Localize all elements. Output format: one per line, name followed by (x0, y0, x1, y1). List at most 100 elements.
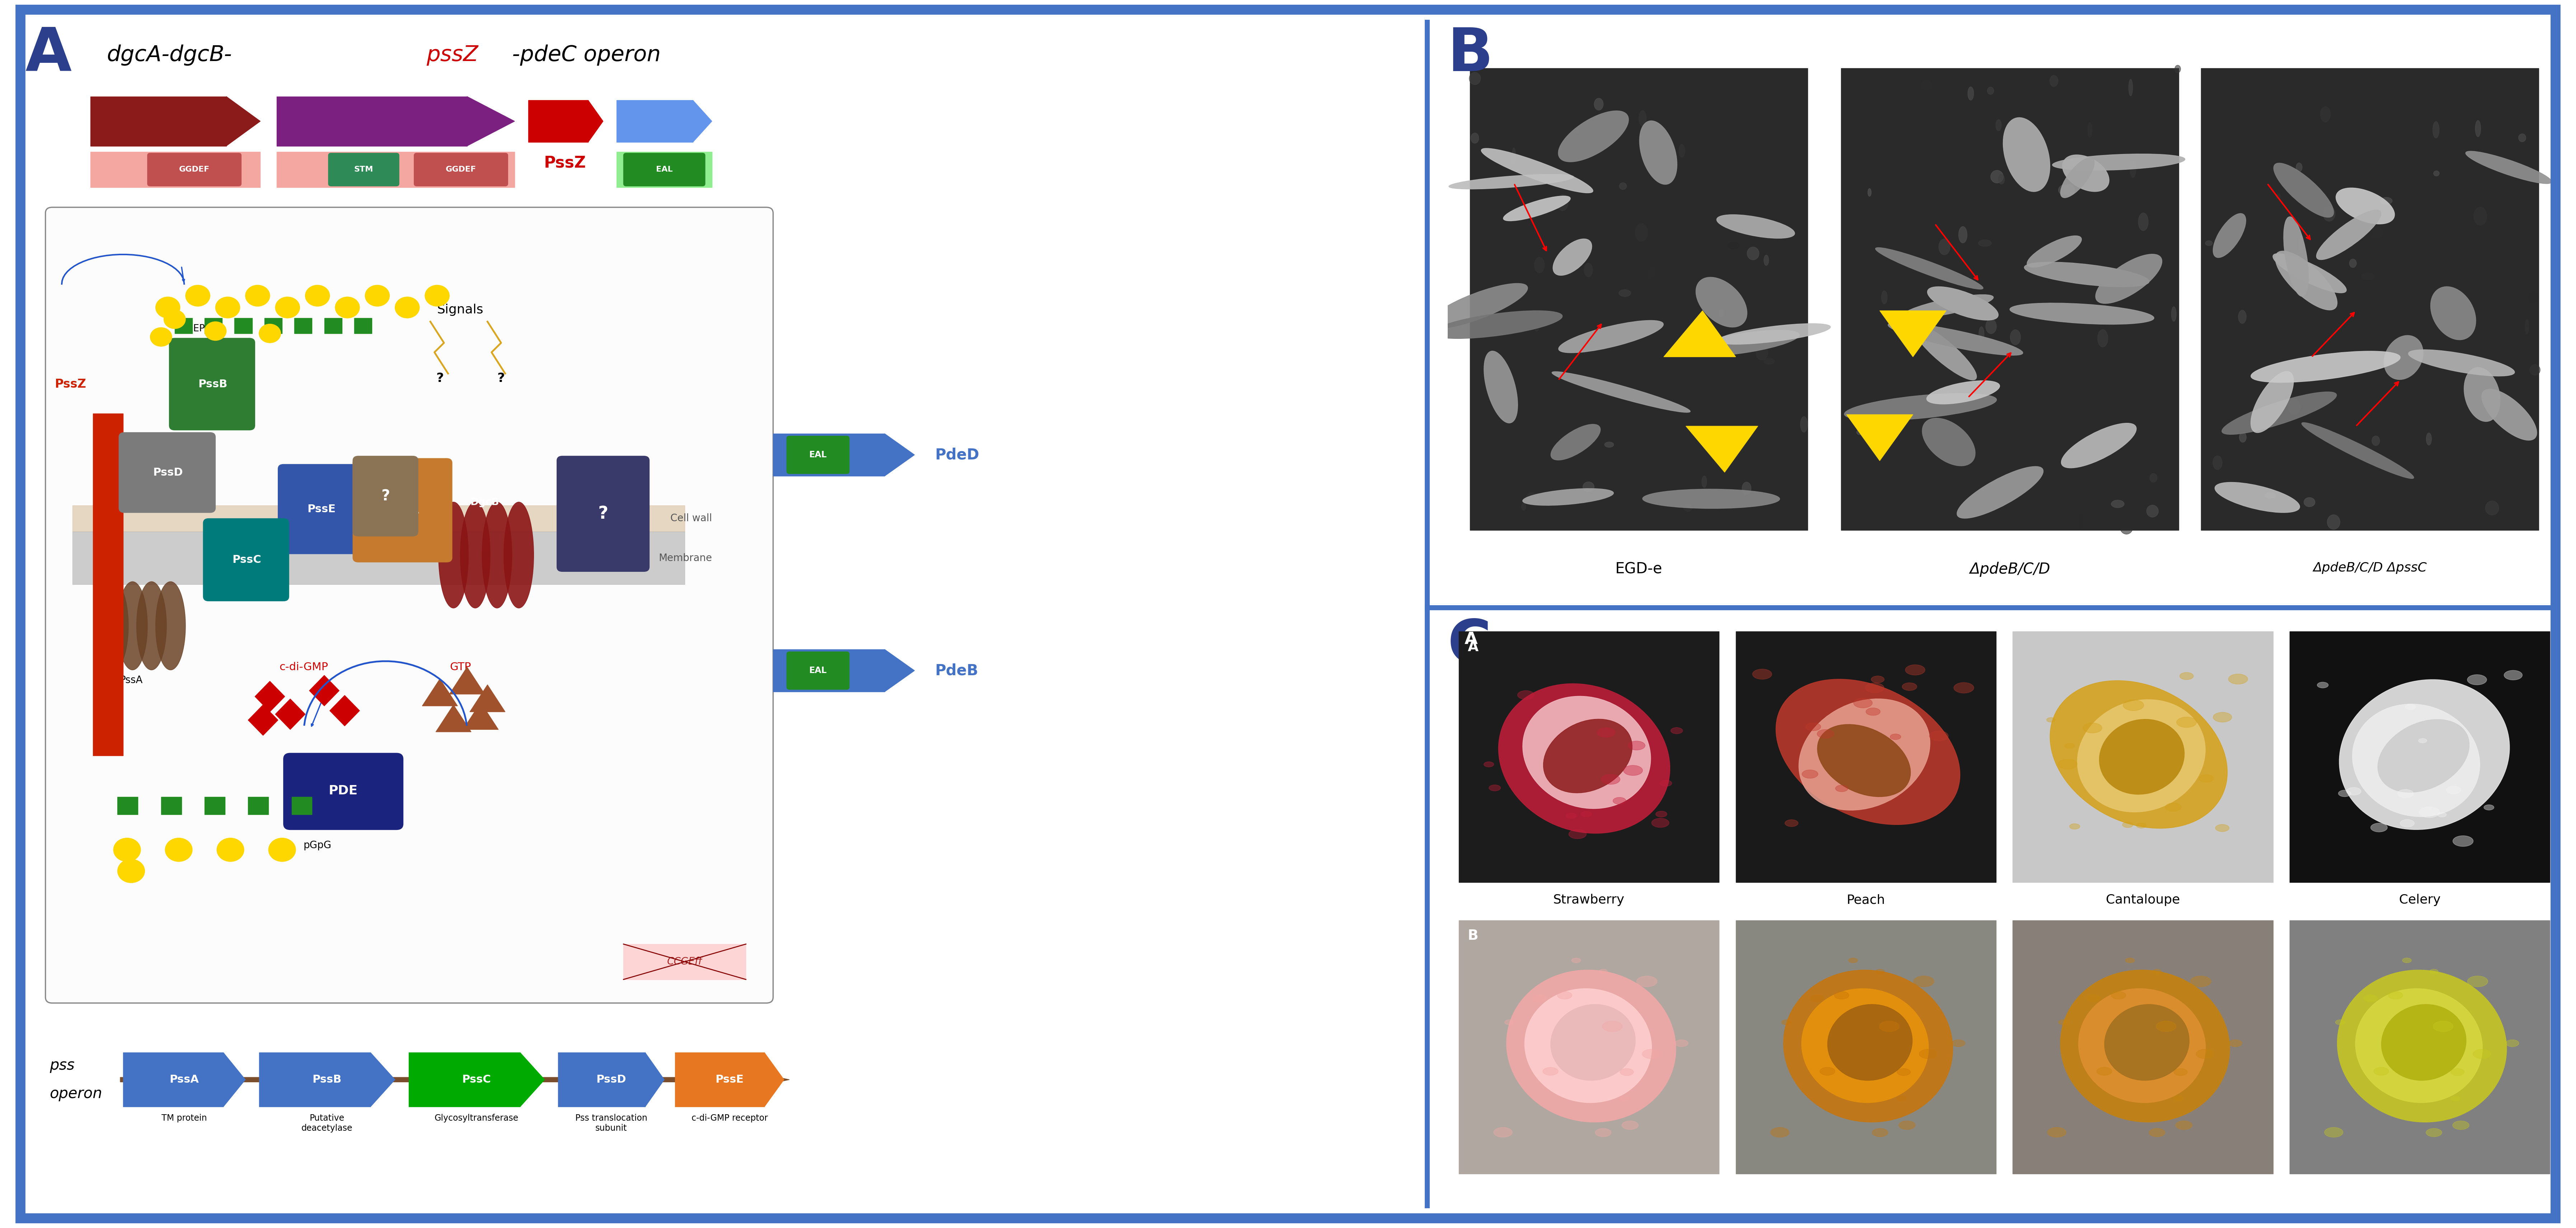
Ellipse shape (1507, 970, 1677, 1122)
Circle shape (2452, 1121, 2470, 1130)
Text: PssA: PssA (118, 675, 142, 685)
Bar (294, 318, 312, 334)
Circle shape (2406, 704, 2416, 710)
Text: PssA: PssA (170, 1074, 198, 1084)
Circle shape (1806, 723, 1821, 731)
Text: Pss EPS: Pss EPS (175, 324, 211, 334)
Circle shape (2112, 991, 2125, 1000)
Ellipse shape (1499, 684, 1669, 834)
Ellipse shape (2130, 160, 2136, 178)
Ellipse shape (2380, 1005, 2465, 1081)
Circle shape (2097, 1067, 2112, 1076)
Ellipse shape (1638, 111, 1646, 126)
Circle shape (2370, 823, 2388, 831)
Text: dgcA-dgcB-: dgcA-dgcB- (106, 44, 232, 66)
Ellipse shape (2295, 163, 2303, 172)
Circle shape (2318, 682, 2329, 688)
Circle shape (2452, 836, 2473, 846)
Circle shape (2388, 991, 2403, 1000)
Ellipse shape (2316, 210, 2380, 259)
Polygon shape (255, 682, 286, 712)
Ellipse shape (1638, 120, 1677, 184)
Ellipse shape (2476, 120, 2481, 136)
Text: ΔpdeB/C/D: ΔpdeB/C/D (1971, 561, 2050, 577)
Text: PdeC: PdeC (641, 156, 688, 171)
Circle shape (2339, 790, 2352, 797)
Circle shape (2048, 1127, 2066, 1137)
Text: EGD-e: EGD-e (1615, 561, 1662, 577)
Circle shape (1878, 1020, 1899, 1032)
Bar (162, 797, 180, 814)
Circle shape (1602, 775, 1620, 785)
Ellipse shape (1901, 295, 1994, 318)
FancyArrow shape (121, 1076, 788, 1083)
Bar (2012, 920, 2272, 1174)
Ellipse shape (1816, 725, 1911, 797)
Polygon shape (469, 685, 505, 712)
Ellipse shape (1857, 430, 1862, 435)
Ellipse shape (2275, 251, 2336, 311)
Ellipse shape (505, 502, 533, 608)
Circle shape (2177, 1121, 2192, 1130)
Circle shape (2154, 969, 2161, 974)
Text: C: C (1448, 616, 1492, 675)
Bar (616, 152, 711, 187)
Ellipse shape (2174, 65, 2182, 72)
Circle shape (2427, 1129, 2442, 1137)
Circle shape (1569, 829, 1587, 839)
FancyBboxPatch shape (623, 154, 706, 187)
Text: c-di-GMP: c-di-GMP (278, 662, 327, 672)
Circle shape (2197, 1049, 2213, 1059)
Circle shape (2066, 743, 2074, 748)
Bar (265, 318, 283, 334)
Text: A: A (1468, 640, 1479, 653)
Ellipse shape (1801, 416, 1808, 432)
Circle shape (1896, 1068, 1911, 1076)
Bar (291, 797, 312, 814)
Bar (325, 318, 343, 334)
Circle shape (1651, 818, 1669, 828)
Bar (124, 1052, 224, 1106)
Circle shape (2166, 803, 2182, 812)
Ellipse shape (2128, 80, 2133, 96)
Ellipse shape (118, 582, 147, 670)
Ellipse shape (1880, 291, 1888, 305)
Ellipse shape (1687, 330, 1801, 356)
Ellipse shape (2079, 513, 2084, 530)
Circle shape (2483, 804, 2494, 810)
Bar (247, 797, 268, 814)
Circle shape (1901, 683, 1917, 690)
Ellipse shape (1468, 72, 1481, 85)
Text: Glycosyltransferase: Glycosyltransferase (435, 1114, 518, 1122)
Text: Strawberry: Strawberry (1553, 894, 1625, 906)
Ellipse shape (1618, 290, 1631, 297)
Bar (90, 97, 227, 146)
Circle shape (1891, 734, 1901, 739)
Circle shape (1484, 761, 1494, 768)
Circle shape (1865, 707, 1880, 716)
Circle shape (1816, 729, 1834, 738)
FancyBboxPatch shape (170, 338, 255, 430)
Bar (1736, 920, 1996, 1174)
Text: GTP: GTP (451, 662, 471, 672)
Ellipse shape (2339, 679, 2509, 830)
Ellipse shape (1798, 699, 1929, 810)
Text: PssZ: PssZ (54, 378, 85, 391)
Ellipse shape (2354, 989, 2483, 1103)
Ellipse shape (1986, 319, 1996, 334)
Ellipse shape (1826, 1005, 1911, 1081)
FancyBboxPatch shape (327, 154, 399, 187)
Circle shape (2419, 738, 2427, 743)
Ellipse shape (2380, 198, 2393, 204)
Ellipse shape (1775, 679, 1960, 825)
Ellipse shape (1968, 87, 1973, 101)
Circle shape (1613, 797, 1625, 804)
Circle shape (1620, 1068, 1633, 1076)
Circle shape (1543, 1067, 1558, 1076)
Text: PssB: PssB (312, 1074, 343, 1084)
Circle shape (1643, 1049, 1659, 1059)
FancyBboxPatch shape (353, 458, 453, 562)
Bar (204, 797, 224, 814)
Circle shape (1834, 991, 1850, 1000)
Text: GGDEF: GGDEF (180, 166, 209, 173)
